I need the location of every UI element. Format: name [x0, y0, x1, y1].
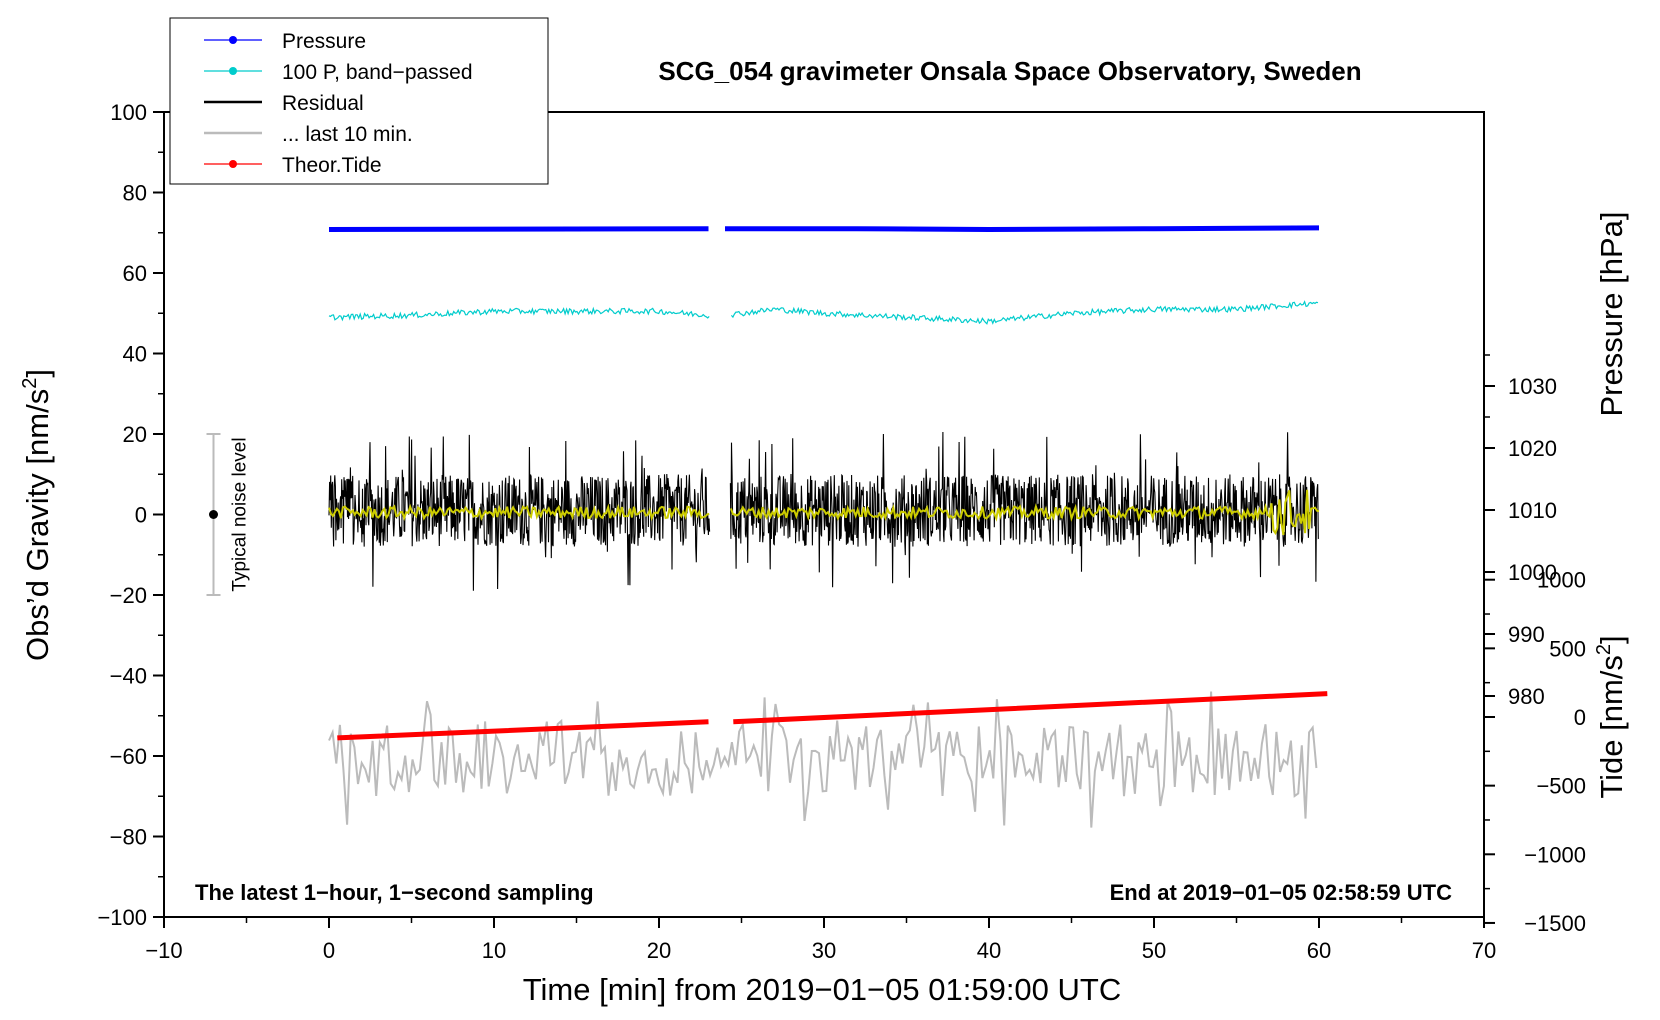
y-tick-label: 80 [123, 181, 147, 206]
y-axis-left: −100 −80 −60 −40 −20 0 20 40 60 80 100 [97, 100, 164, 930]
pressure-tick-label: 1010 [1508, 498, 1557, 523]
tide-series [337, 691, 1328, 741]
y-axis-left-title: Obs’d Gravity [nm/s2] [19, 369, 55, 661]
x-tick-label: 60 [1307, 938, 1331, 963]
tide-axis-title: Tide [nm/s2] [1593, 635, 1629, 798]
legend-marker [229, 67, 237, 75]
pressure-tick-label: 990 [1508, 622, 1545, 647]
legend-label: ... last 10 min. [282, 123, 413, 146]
bandpassed-pressure-series [328, 300, 1319, 325]
y-tick-label: −100 [97, 905, 147, 930]
noise-level-indicator: Typical noise level [206, 433, 251, 596]
y-tick-label: −60 [110, 744, 147, 769]
x-tick-label: 70 [1472, 938, 1496, 963]
tide-tick-label: −1500 [1524, 911, 1586, 936]
legend-label: 100 P, band−passed [282, 61, 473, 84]
legend-label: Theor.Tide [282, 154, 382, 177]
tide-tick-label: −500 [1536, 774, 1586, 799]
x-tick-label: 40 [977, 938, 1001, 963]
pressure-tick-label: 1030 [1508, 374, 1557, 399]
end-time-note: End at 2019−01−05 02:58:59 UTC [1110, 880, 1453, 905]
pressure-axis-title: Pressure [hPa] [1594, 211, 1629, 416]
noise-level-label: Typical noise level [230, 437, 251, 591]
y-tick-label: −40 [110, 664, 147, 689]
pressure-series [328, 225, 1320, 233]
y-tick-label: 100 [110, 100, 147, 125]
tide-tick-label: −1000 [1524, 842, 1586, 867]
x-tick-label: 20 [647, 938, 671, 963]
noise-center-dot [209, 510, 218, 519]
y-tick-label: −20 [110, 583, 147, 608]
tide-tick-label: 500 [1549, 636, 1586, 661]
x-tick-label: 10 [482, 938, 506, 963]
y-tick-label: 0 [135, 503, 147, 528]
chart-title: SCG_054 gravimeter Onsala Space Observat… [658, 56, 1361, 86]
y-tick-label: −80 [110, 825, 147, 850]
y-tick-label: 20 [123, 422, 147, 447]
pressure-tick-label: 1000 [1508, 560, 1557, 585]
pressure-tick-label: 1020 [1508, 436, 1557, 461]
legend-label: Pressure [282, 30, 366, 53]
tide-tick-label: 1000 [1537, 568, 1586, 593]
x-tick-label: 0 [323, 938, 335, 963]
plot-data [328, 225, 1328, 828]
last-10-min-series [328, 691, 1318, 828]
y-tick-label: 40 [123, 342, 147, 367]
y-tick-label: 60 [123, 261, 147, 286]
pressure-tick-label: 980 [1508, 684, 1545, 709]
legend: Pressure 100 P, band−passed Residual ... la… [169, 17, 549, 185]
x-axis: −10 0 10 20 30 40 50 60 70 [145, 917, 1496, 963]
smoothed-residual-series [328, 489, 1320, 536]
legend-marker [229, 36, 237, 44]
y-axis-tide: −1500 −1000 −500 0 500 1000 [1484, 568, 1586, 936]
y-axis-pressure: 980 990 1000 1010 1020 1030 [1484, 354, 1557, 709]
x-axis-title: Time [min] from 2019−01−05 01:59:00 UTC [523, 972, 1122, 1007]
x-tick-label: −10 [145, 938, 182, 963]
x-tick-label: 50 [1142, 938, 1166, 963]
x-tick-label: 30 [812, 938, 836, 963]
legend-label: Residual [282, 92, 364, 115]
legend-marker [229, 160, 237, 168]
tide-tick-label: 0 [1574, 705, 1586, 730]
sampling-note: The latest 1−hour, 1−second sampling [195, 880, 594, 905]
